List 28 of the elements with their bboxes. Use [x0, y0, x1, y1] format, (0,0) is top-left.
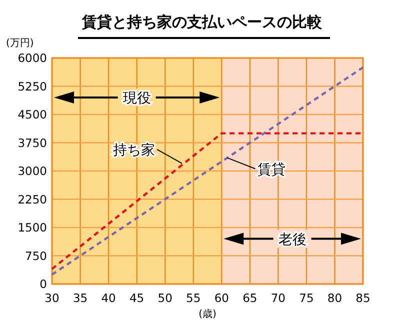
- chart-title: 賃貸と持ち家の支払いペースの比較: [81, 13, 323, 31]
- x-tick-label: 85: [356, 291, 370, 305]
- x-tick-label: 30: [44, 291, 60, 305]
- y-axis-title: (万円): [6, 38, 34, 49]
- x-tick-label: 35: [72, 291, 88, 305]
- y-tick-label: 2250: [18, 192, 47, 206]
- band-label: 老後: [278, 232, 306, 248]
- y-tick-label: 1500: [18, 220, 47, 234]
- y-tick-label: 5250: [18, 79, 47, 94]
- y-tick-label: 3000: [18, 164, 47, 178]
- x-tick-label: 65: [242, 291, 258, 305]
- y-tick-label: 750: [25, 248, 47, 263]
- x-tick-label: 55: [186, 291, 201, 305]
- x-tick-label: 50: [158, 291, 172, 305]
- y-tick-label: 4500: [18, 108, 47, 122]
- band-label: 現役: [122, 90, 151, 107]
- x-tick-label: 40: [101, 291, 116, 305]
- x-tick-label: 45: [130, 291, 144, 305]
- x-tick-label: 80: [327, 291, 342, 305]
- y-tick-label: 6000: [18, 51, 47, 65]
- y-tick-label: 0: [40, 277, 47, 291]
- x-tick-label: 75: [299, 291, 314, 305]
- x-tick-label: 70: [270, 291, 286, 305]
- x-tick-label: 60: [214, 291, 229, 305]
- annotation: 持ち家: [113, 142, 156, 158]
- y-tick-label: 3750: [18, 136, 47, 150]
- x-axis-title: (歳): [198, 308, 216, 320]
- annotation: 賃貸: [257, 162, 286, 178]
